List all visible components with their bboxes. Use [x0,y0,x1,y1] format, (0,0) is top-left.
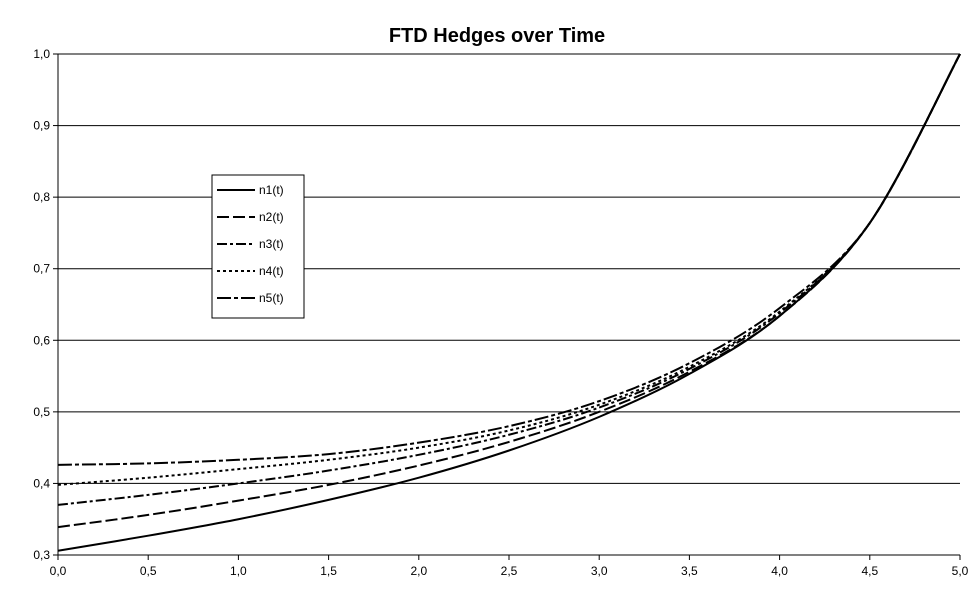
x-tick-label: 4,5 [861,564,878,578]
legend-label: n3(t) [259,237,284,251]
x-tick-label: 0,0 [50,564,67,578]
y-tick-label: 0,5 [33,405,50,419]
y-tick-label: 1,0 [33,47,50,61]
series-line-n2t [57,53,961,529]
x-tick-label: 3,0 [591,564,608,578]
y-tick-label: 0,3 [33,548,50,562]
x-tick-label: 1,0 [230,564,247,578]
x-tick-label: 5,0 [952,564,968,578]
x-tick-label: 2,0 [410,564,427,578]
axes [53,53,961,560]
legend-box [211,174,305,319]
series-line-n4t [57,53,961,486]
series-line-n3t [57,53,961,506]
chart-title: FTD Hedges over Time [389,25,605,47]
legend: n1(t) n2(t) n3(t) n4(t) n5(t) [211,174,305,319]
tick-labels: 0,3 0,4 0,5 0,6 0,7 0,8 0,9 1,0 0,0 0,5 1,0 1,5 2,0 2… [33,47,968,578]
series-lines [57,53,961,552]
y-tick-label: 0,4 [33,476,50,490]
legend-label: n1(t) [259,183,284,197]
grid-lines [58,53,960,484]
y-tick-label: 0,9 [33,119,50,133]
x-tick-label: 2,5 [501,564,518,578]
series-line-n1t [57,53,961,552]
y-tick-label: 0,7 [33,262,50,276]
legend-label: n4(t) [259,264,284,278]
y-tick-label: 0,6 [33,333,50,347]
x-tick-label: 0,5 [140,564,157,578]
x-tick-label: 1,5 [320,564,337,578]
x-tick-label: 3,5 [681,564,698,578]
legend-label: n2(t) [259,210,284,224]
legend-label: n5(t) [259,291,284,305]
y-tick-label: 0,8 [33,190,50,204]
x-tick-label: 4,0 [771,564,788,578]
series-line-n5t [57,53,961,466]
